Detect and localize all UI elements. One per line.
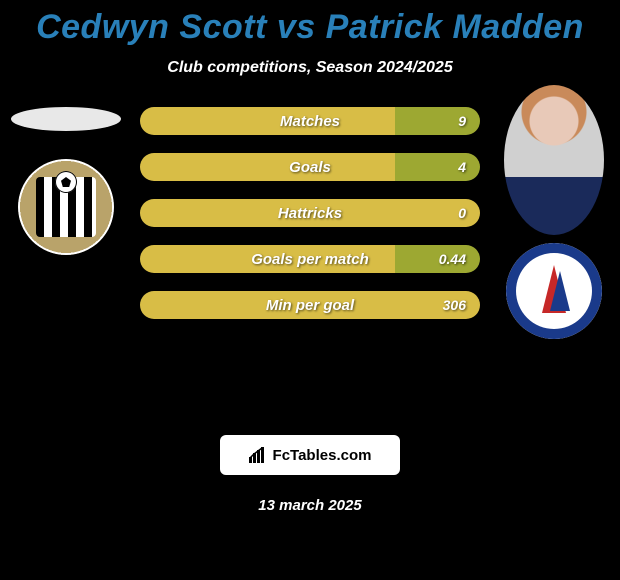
- club-crest-right: [506, 243, 602, 339]
- right-player-column: [494, 107, 614, 339]
- spire-icon: [550, 271, 570, 311]
- stat-label: Hattricks: [278, 205, 342, 222]
- stat-label: Min per goal: [266, 297, 354, 314]
- stat-label: Matches: [280, 113, 340, 130]
- club-crest-left: [18, 159, 114, 255]
- stat-bar: Goals per match 0.44: [140, 245, 480, 273]
- footer-date: 13 march 2025: [0, 497, 620, 514]
- stat-label: Goals: [289, 159, 331, 176]
- comparison-card: Cedwyn Scott vs Patrick Madden Club comp…: [0, 0, 620, 580]
- stat-value-right: 4: [458, 159, 466, 175]
- crest-stripes-icon: [36, 177, 96, 237]
- stat-bar: Matches 9: [140, 107, 480, 135]
- football-icon: [55, 171, 77, 193]
- stat-value-right: 0.44: [439, 251, 466, 267]
- page-subtitle: Club competitions, Season 2024/2025: [0, 59, 620, 77]
- comparison-row: Matches 9 Goals 4 Hattricks 0 Goals per match 0…: [0, 107, 620, 387]
- brand-text: FcTables.com: [273, 447, 372, 464]
- chart-icon: [249, 447, 267, 463]
- stat-label: Goals per match: [251, 251, 369, 268]
- stat-value-right: 9: [458, 113, 466, 129]
- stat-value-right: 306: [443, 297, 466, 313]
- left-player-column: [6, 107, 126, 255]
- stat-value-right: 0: [458, 205, 466, 221]
- brand-badge[interactable]: FcTables.com: [220, 435, 400, 475]
- stat-bar: Goals 4: [140, 153, 480, 181]
- stat-bar: Min per goal 306: [140, 291, 480, 319]
- stat-bar: Hattricks 0: [140, 199, 480, 227]
- player-avatar-placeholder-left: [11, 107, 121, 131]
- player-avatar-right: [504, 85, 604, 235]
- stat-bars: Matches 9 Goals 4 Hattricks 0 Goals per match 0…: [140, 107, 480, 337]
- page-title: Cedwyn Scott vs Patrick Madden: [0, 0, 620, 47]
